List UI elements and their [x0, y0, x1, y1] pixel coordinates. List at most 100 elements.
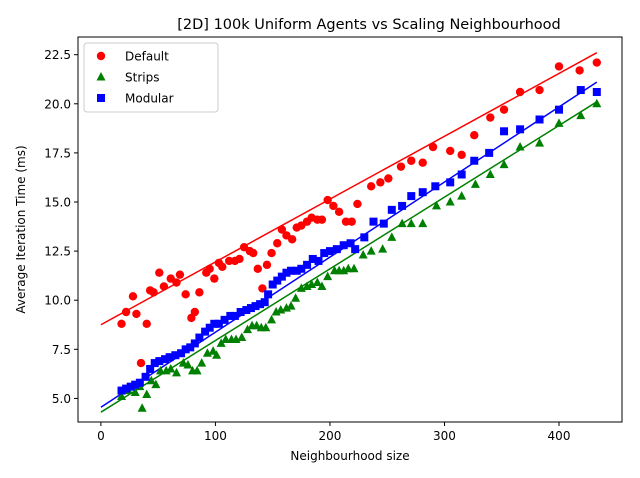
modular-point — [287, 266, 296, 275]
default-point — [210, 274, 219, 283]
modular-point — [379, 219, 388, 228]
default-series — [117, 58, 602, 368]
default-point — [446, 146, 455, 156]
modular-point — [214, 319, 223, 328]
default-point — [376, 178, 385, 187]
strips-point — [554, 118, 564, 127]
default-point — [159, 282, 169, 291]
modular-point — [470, 156, 479, 165]
strips-point — [397, 218, 407, 228]
default-point — [262, 260, 272, 270]
default-point — [267, 248, 276, 258]
y-axis-ticks: 5.0 7.5 10.0 12.5 15.0 17.5 20.0 22.5 — [44, 48, 78, 406]
modular-point — [131, 380, 140, 389]
default-point — [142, 319, 151, 328]
modular-point — [332, 245, 341, 254]
modular-point — [201, 327, 210, 336]
modular-point — [242, 306, 251, 315]
strips-point — [286, 301, 296, 310]
strips-point — [592, 98, 602, 108]
modular-point — [576, 86, 585, 95]
default-point — [253, 264, 263, 273]
strips-point — [151, 379, 161, 389]
strips-point — [358, 250, 368, 259]
modular-point — [369, 217, 378, 226]
default-point — [418, 158, 427, 167]
modular-point — [150, 359, 159, 368]
default-point — [334, 207, 344, 217]
strips-point — [171, 367, 181, 377]
strips-point — [499, 159, 509, 169]
modular-point — [418, 188, 427, 197]
modular-point — [135, 378, 144, 387]
modular-point — [264, 290, 273, 299]
default-point — [428, 142, 438, 152]
modular-point — [226, 311, 235, 320]
default-point — [128, 292, 138, 301]
modular-point — [446, 178, 455, 187]
modular-point — [165, 353, 174, 362]
strips-point — [378, 244, 388, 253]
strips-point — [431, 200, 441, 210]
strips-point — [387, 232, 397, 241]
modular-point — [387, 205, 396, 214]
default-point — [277, 225, 287, 234]
x-tick-label: 0 — [97, 429, 105, 443]
legend: Default Strips Modular — [83, 42, 219, 113]
modular-point — [190, 339, 199, 348]
y-tick-label: 17.5 — [44, 146, 71, 160]
default-point — [218, 262, 227, 272]
default-point — [132, 309, 141, 319]
legend-box — [83, 42, 219, 113]
strips-point — [366, 246, 376, 255]
modular-point — [500, 127, 509, 136]
modular-point — [457, 170, 466, 179]
default-point — [172, 278, 181, 287]
default-point — [323, 195, 332, 205]
modular-point — [535, 115, 544, 124]
strips-point — [137, 403, 147, 412]
default-point — [149, 288, 158, 297]
strips-point — [291, 293, 301, 302]
y-axis-label: Average Iteration Time (ms) — [14, 145, 28, 313]
strips-point — [485, 169, 495, 178]
y-tick-label: 12.5 — [44, 245, 71, 259]
default-point — [592, 58, 602, 67]
strips-point — [242, 324, 252, 334]
modular-point — [292, 266, 301, 275]
modular-point — [273, 276, 282, 285]
modular-point — [431, 182, 440, 191]
strips-point — [166, 363, 176, 373]
modular-point — [141, 372, 150, 381]
modular-point — [117, 386, 126, 395]
default-point — [366, 182, 376, 191]
default-point — [457, 150, 466, 160]
default-point — [136, 358, 146, 368]
legend-marker-default — [96, 51, 106, 61]
default-point — [121, 307, 131, 317]
strips-point — [323, 271, 333, 281]
default-point — [329, 201, 338, 211]
modular-point — [516, 125, 525, 134]
modular-point — [314, 256, 323, 265]
modular-point — [246, 304, 255, 313]
strips-series — [117, 98, 602, 412]
strips-point — [343, 263, 353, 273]
strips-point — [535, 138, 545, 147]
default-point — [407, 156, 416, 165]
y-tick-label: 10.0 — [44, 294, 71, 308]
modular-series — [117, 86, 601, 395]
default-point — [499, 105, 509, 114]
modular-point — [268, 280, 277, 289]
modular-point — [236, 308, 245, 316]
modular-point — [303, 260, 312, 269]
modular-point — [325, 247, 334, 256]
default-point — [554, 62, 564, 71]
x-tick-label: 100 — [204, 429, 227, 443]
strips-point — [146, 375, 156, 385]
strips-point — [457, 191, 467, 200]
modular-point — [181, 345, 190, 354]
strips-point — [312, 277, 322, 287]
modular-point — [398, 201, 407, 210]
